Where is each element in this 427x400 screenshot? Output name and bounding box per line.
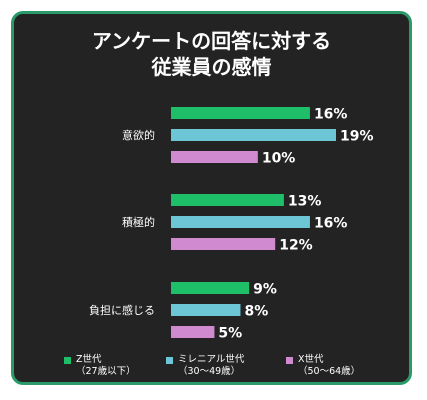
legend-swatch-millennial	[166, 357, 173, 364]
bar-gen-x	[171, 238, 276, 250]
bar-gen-z	[171, 282, 250, 294]
bar-value-label: 13%	[288, 194, 322, 210]
legend-swatch-gen-z	[64, 357, 71, 364]
bar-millennial	[171, 304, 241, 316]
bar-value-label: 9%	[253, 282, 277, 298]
bar-value-label: 12%	[279, 238, 313, 254]
legend-swatch-gen-x	[286, 357, 293, 364]
chart-title: アンケートの回答に対する 従業員の感情	[14, 28, 409, 80]
bar-value-label: 19%	[340, 129, 374, 145]
chart-card: アンケートの回答に対する 従業員の感情 意欲的 16% 19% 10% 積極的 13% 16…	[11, 11, 412, 385]
legend-label-gen-x: X世代	[298, 354, 324, 365]
bar-gen-x	[171, 326, 215, 338]
category-label: 負担に感じる	[89, 303, 155, 317]
category-label: 意欲的	[122, 128, 155, 142]
legend-sublabel-millennial: （30〜49歳）	[178, 366, 241, 377]
bar-gen-x	[171, 151, 258, 163]
chart-title-line1: アンケートの回答に対する	[91, 29, 332, 53]
bar-value-label: 16%	[314, 107, 348, 123]
category-label: 積極的	[122, 215, 155, 229]
legend-label-gen-z: Z世代	[76, 354, 102, 365]
legend: Z世代 （27歳以下） ミレニアル世代 （30〜49歳） X世代 （50〜64歳…	[14, 354, 415, 384]
bar-value-label: 5%	[218, 326, 242, 342]
bar-gen-z	[171, 194, 284, 206]
legend-sublabel-gen-x: （50〜64歳）	[298, 366, 361, 377]
bar-millennial	[171, 216, 310, 228]
chart-title-line2: 従業員の感情	[151, 55, 272, 79]
bar-value-label: 16%	[314, 216, 348, 232]
bar-millennial	[171, 129, 336, 141]
legend-label-millennial: ミレニアル世代	[178, 354, 245, 365]
bar-gen-z	[171, 107, 310, 119]
legend-sublabel-gen-z: （27歳以下）	[76, 366, 136, 377]
bar-value-label: 10%	[262, 151, 296, 167]
bar-value-label: 8%	[244, 304, 268, 320]
